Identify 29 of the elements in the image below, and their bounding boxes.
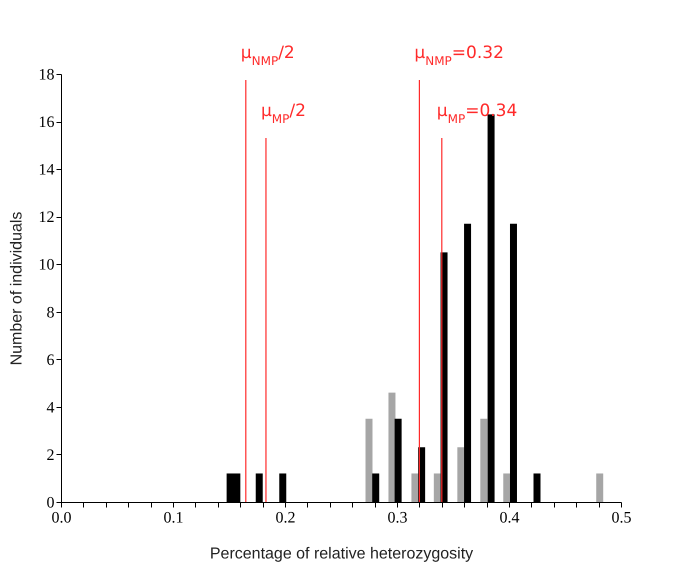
x-tick-label: 0.2	[276, 510, 296, 526]
x-tick-label: 0.4	[500, 510, 520, 526]
y-tick-label: 18	[38, 66, 54, 84]
x-axis-title: Percentage of relative heterozygosity	[210, 546, 474, 562]
y-tick-label: 12	[38, 209, 54, 226]
bar	[457, 447, 464, 502]
ref-line-label: μ$_{MP}$/2	[260, 101, 306, 126]
bar	[411, 473, 418, 502]
y-tick-label: 6	[46, 352, 54, 369]
y-tick-label: 0	[46, 494, 54, 512]
bar	[434, 473, 441, 502]
y-tick-label: 16	[38, 114, 54, 132]
y-tick-label: 10	[38, 256, 54, 274]
y-tick-label: 4	[46, 399, 54, 416]
x-tick-label: 0.0	[52, 510, 72, 526]
y-axis-title: Number of individuals	[8, 212, 26, 366]
ref-line-label: μ$_{MP}$=0.34	[436, 101, 518, 126]
y-tick-label: 14	[38, 162, 54, 179]
x-tick-label: 0.3	[388, 510, 408, 526]
bar	[480, 418, 488, 502]
y-tick-label: 2	[46, 446, 54, 464]
bar	[366, 418, 372, 502]
bar	[503, 473, 510, 502]
bar	[596, 473, 604, 502]
y-tick-label: 8	[46, 304, 54, 322]
x-tick-label: 0.1	[164, 510, 184, 526]
ref-line-label: μ$_{NMP}$=0.32	[414, 43, 504, 68]
x-tick-label: 0.5	[612, 510, 632, 526]
ref-line-label: μ$_{NMP}$/2	[240, 43, 295, 68]
